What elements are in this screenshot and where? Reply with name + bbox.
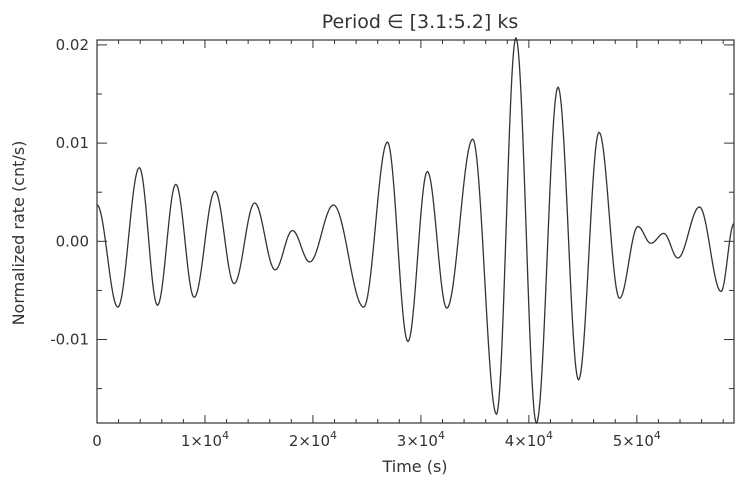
x-tick-label: 3×104 [397,429,445,450]
series-line [96,36,735,425]
y-tick-label: 0.00 [56,232,89,250]
x-tick-exponent: 4 [546,429,553,442]
x-tick-exponent: 4 [222,429,229,442]
x-tick-label: 5×104 [613,429,661,450]
y-axis-label: Normalized rate (cnt/s) [9,141,28,326]
y-tick-label: -0.01 [50,331,89,349]
x-tick-label: 2×104 [289,429,337,450]
x-tick-exponent: 4 [654,429,661,442]
chart-title: Period ∈ [3.1:5.2] ks [322,11,518,33]
x-tick-label: 0 [92,432,102,450]
x-tick-label: 1×104 [181,429,229,450]
y-tick-label: 0.01 [56,134,89,152]
x-tick-exponent: 4 [438,429,445,442]
x-tick-exponent: 4 [330,429,337,442]
y-axis: -0.01 0.00 0.01 0.02 [50,36,734,390]
plot-frame [96,39,735,424]
x-axis: 0 1×104 2×104 3×104 4×104 5×104 [92,40,724,450]
y-tick-label: 0.02 [56,36,89,54]
x-axis-label: Time (s) [381,457,447,476]
x-tick-label: 4×104 [505,429,553,450]
